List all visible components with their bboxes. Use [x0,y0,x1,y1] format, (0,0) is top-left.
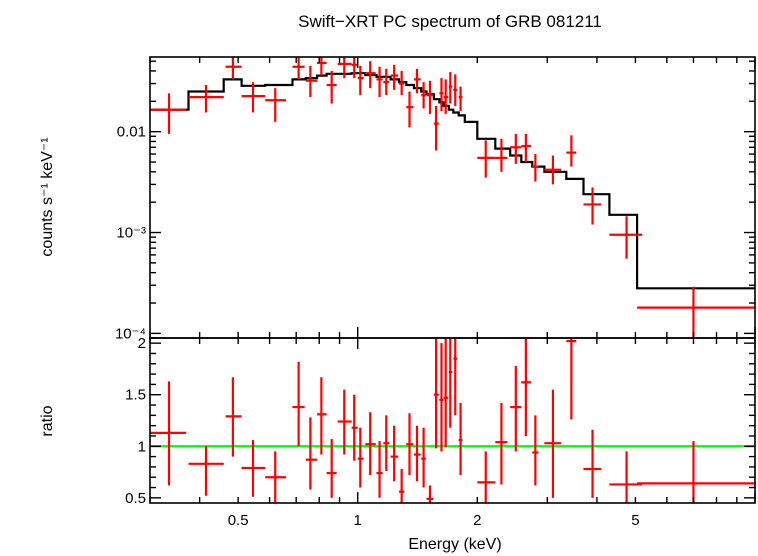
ratio-data-point [265,451,287,503]
spectrum-data-point [326,70,337,104]
model-step-line [150,72,755,290]
spectrum-data-point [351,57,358,79]
ratio-data-point [398,468,405,503]
spectrum-data-point [439,78,444,112]
ratio-data-point [521,338,532,436]
axis-ticks: 0.5 1 2 5 0.01 10⁻³ 10⁻⁴ 0.5 1 1.5 2 [115,57,756,529]
y-tick-label: 1 [138,438,146,455]
ratio-data-point [326,439,337,498]
spectrum-panel: counts s⁻¹ keV⁻¹ [39,56,756,339]
spectrum-data-point [544,155,562,185]
spectrum-data-point [583,187,602,225]
ratio-data-point [458,402,463,476]
spectrum-data-point [241,82,266,113]
spectrum-data-point [365,61,376,89]
ratio-data-point [453,338,458,416]
x-tick-label: 1 [354,512,362,529]
spectrum-data-point [566,135,577,167]
spectrum-data-point [150,93,187,134]
spectrum-data-point [495,138,508,172]
ratio-data-point [421,427,426,488]
x-tick-label: 5 [631,512,639,529]
spectrum-data-point [376,66,383,98]
ratio-data-point [357,427,364,488]
ratio-data-point [510,365,522,452]
ratio-data-point [225,377,242,457]
ratio-data-point [637,441,755,503]
chart-title: Swift−XRT PC spectrum of GRB 081211 [298,12,602,31]
ratio-data-point [317,377,327,455]
ratio-data-point [383,415,390,472]
y-tick-label: 0.01 [117,124,146,141]
ratio-data-point [337,389,352,455]
ratio-panel: ratio Energy (keV) [39,337,756,553]
ratio-y-axis-title: ratio [39,405,56,436]
spectrum-data-point [421,82,426,109]
spectrum-data-point [453,74,458,106]
spectrum-data-point [225,57,242,80]
y-tick-label: 10⁻³ [116,225,146,242]
spectrum-data-point [188,85,224,113]
ratio-data-point [566,338,577,420]
x-tick-label: 0.5 [228,512,249,529]
y-tick-label: 2 [138,335,146,352]
spectrum-data-point [383,68,390,96]
spectrum-data-point [413,68,421,94]
ratio-data-point [305,417,318,490]
ratio-data-point [150,381,187,486]
spectrum-data-point [426,80,434,114]
ratio-data-point [448,338,453,428]
ratio-data-point [351,394,358,461]
spectrum-data-point [609,216,643,259]
ratio-data-point [426,485,434,503]
ratio-data-point [532,415,539,486]
spectrum-panel-frame [149,56,756,339]
ratio-data-point [241,440,266,497]
ratio-panel-frame [149,337,756,504]
spectrum-data-point [398,70,405,96]
spectrum-data-point [337,57,352,79]
y-tick-label: 1.5 [125,387,146,404]
spectrum-data-point [637,286,755,338]
ratio-data-point [433,338,439,449]
spectrum-data-point [477,140,496,178]
ratio-data-point [413,425,421,482]
spectrum-data-point [532,154,539,182]
spectrum-data-point [443,79,449,114]
spectrum-data-point [305,65,318,98]
ratio-data-point [406,413,414,476]
spectrum-y-axis-title: counts s⁻¹ keV⁻¹ [39,137,56,256]
y-tick-label: 10⁻⁴ [115,325,146,342]
spectrum-data-point [292,57,305,80]
ratio-plot-area [150,338,755,503]
ratio-data-point [583,429,602,498]
spectrum-data-point [317,57,327,76]
spectrum-data-point [448,72,453,104]
ratio-data-point [376,441,383,498]
ratio-data-point [544,389,562,498]
spectrum-data-point [521,133,532,163]
x-axis-title: Energy (keV) [408,536,501,553]
ratio-data-point [292,361,305,447]
y-tick-label: 0.5 [125,490,146,507]
spectrum-data-point [265,88,287,122]
spectrum-data-point [406,91,414,128]
spectrum-data-point [433,105,439,151]
spectrum-data-point [458,86,463,112]
spectrum-data-point [390,64,399,90]
ratio-data-point [495,402,508,485]
ratio-data-point [477,451,496,503]
x-tick-label: 2 [473,512,481,529]
ratio-data-point [365,412,376,476]
spectrum-data-point [357,65,364,96]
ratio-data-point [390,425,399,482]
ratio-data-point [439,343,444,452]
ratio-data-point [188,446,224,496]
spectrum-plot-area [150,57,755,338]
ratio-data-point [609,451,643,503]
spectrum-data-point [510,133,522,164]
ratio-data-point [443,338,449,448]
